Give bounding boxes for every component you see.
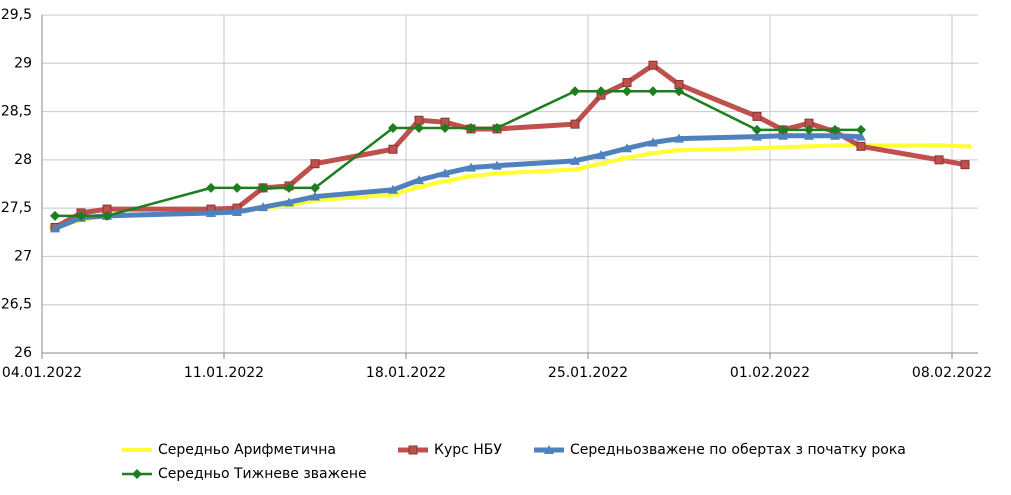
y-tick-label: 27 [14,248,32,264]
marker [570,86,580,97]
marker [673,148,685,153]
marker [258,202,268,212]
marker [388,184,398,194]
marker [388,144,398,154]
marker [232,182,242,193]
x-tick-label: 01.02.2022 [730,365,810,381]
marker [414,122,424,133]
marker [856,141,866,151]
marker [648,86,658,97]
marker [622,143,632,153]
marker [310,182,320,193]
y-tick-label: 27,5 [1,200,32,216]
marker [232,207,242,217]
x-tick-label: 25.01.2022 [548,365,628,381]
x-tick-label: 08.02.2022 [912,365,992,381]
marker [830,124,840,135]
marker [752,131,762,141]
marker [933,143,945,148]
marker [752,111,762,121]
marker [751,146,763,151]
y-tick-label: 28 [14,152,32,168]
marker [492,160,502,170]
marker [777,145,789,150]
marker [102,210,112,221]
legend-label: Середньо Тижневе зважене [158,466,367,482]
x-tick-label: 18.01.2022 [366,365,446,381]
marker [465,174,477,179]
marker [466,122,476,133]
marker [258,182,268,193]
y-tick-label: 29,5 [1,7,32,23]
marker [492,122,502,133]
marker [622,78,632,88]
marker [76,210,86,221]
marker [647,151,659,156]
marker [388,122,398,133]
marker [491,171,503,176]
legend-label: Середньо Арифметична [158,442,336,458]
marker [284,197,294,207]
marker [570,119,580,129]
marker [206,182,216,193]
marker [466,162,476,172]
marker [570,155,580,165]
marker [440,122,450,133]
marker [622,86,632,97]
y-tick-label: 26 [14,345,32,361]
marker [778,124,788,135]
marker [440,168,450,178]
marker [284,182,294,193]
y-tick-label: 26,5 [1,297,32,313]
marker [544,445,554,454]
marker [804,124,814,135]
marker [830,130,840,140]
marker [934,155,944,165]
marker [804,130,814,140]
marker [569,167,581,172]
marker [310,191,320,201]
marker [408,445,418,455]
marker [439,179,451,184]
marker [50,210,60,221]
x-tick-label: 04.01.2022 [2,365,82,381]
marker [803,144,815,149]
marker [856,124,866,135]
legend-label: Курс НБУ [434,442,502,458]
marker [778,130,788,140]
marker [414,175,424,185]
marker [50,223,60,233]
marker [856,131,866,141]
marker [413,184,425,189]
marker [648,60,658,70]
marker [310,159,320,169]
marker [648,137,658,147]
marker [596,150,606,160]
marker [132,469,142,479]
marker [131,448,143,452]
marker [959,144,971,149]
marker [674,133,684,143]
x-tick-label: 11.01.2022 [184,365,264,381]
y-tick-label: 28,5 [1,104,32,120]
marker [596,86,606,97]
y-tick-label: 29 [14,55,32,71]
marker [206,207,216,217]
marker [674,86,684,97]
marker [621,155,633,160]
marker [595,161,607,166]
legend-label: Середньозважене по обертах з початку рок… [570,442,906,458]
marker [387,192,399,197]
marker [960,160,970,170]
marker [752,124,762,135]
marker [829,143,841,148]
